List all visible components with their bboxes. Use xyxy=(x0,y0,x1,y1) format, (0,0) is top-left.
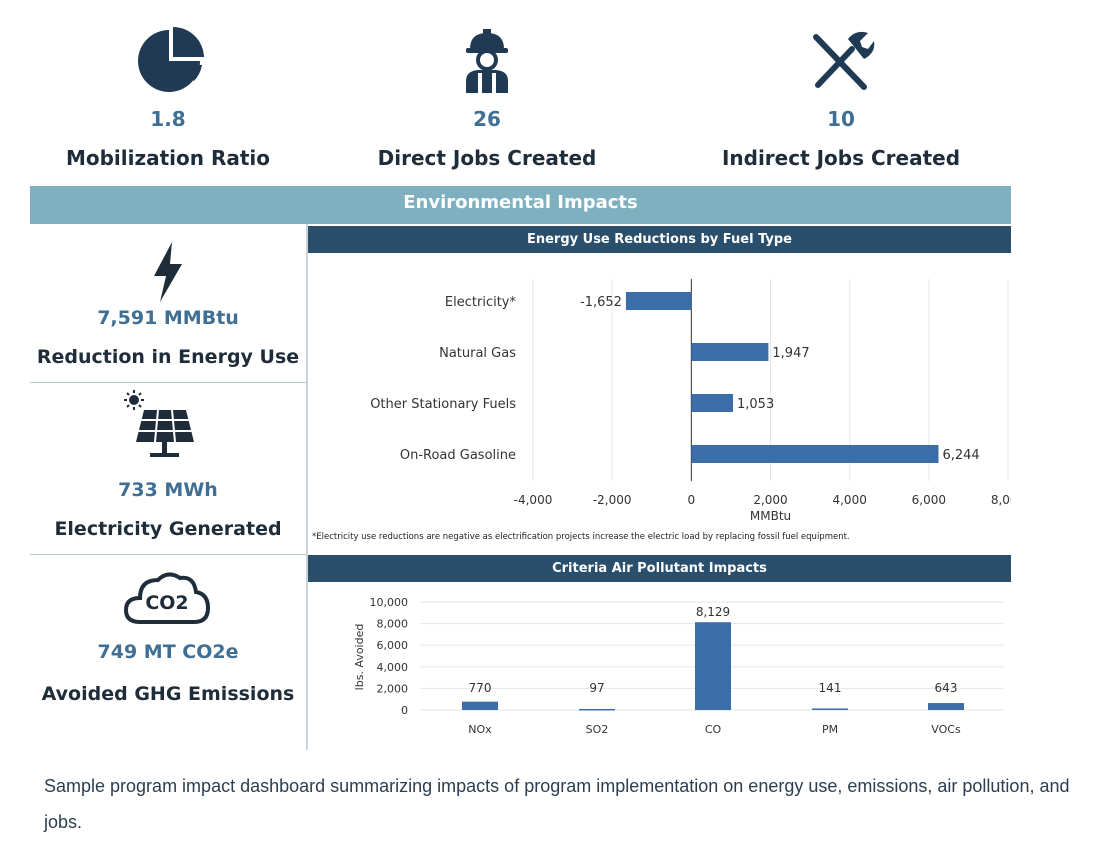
bar xyxy=(579,708,615,711)
energy-chart-title: Energy Use Reductions by Fuel Type xyxy=(526,232,793,247)
y-tick-label: 8,000 xyxy=(377,618,409,631)
column-divider xyxy=(306,224,308,750)
bar-value-label: 770 xyxy=(469,681,492,695)
bar-value-label: -1,652 xyxy=(580,295,622,310)
mobilization-ratio-label: Mobilization Ratio xyxy=(65,146,271,170)
bar-value-label: 1,947 xyxy=(772,346,809,361)
bar-value-label: 97 xyxy=(589,681,604,695)
y-tick-label: 2,000 xyxy=(377,682,409,695)
bar xyxy=(812,708,848,710)
x-tick-label: 8,000 xyxy=(991,493,1011,507)
tools-icon xyxy=(813,31,875,90)
y-tick-label: 0 xyxy=(401,704,408,717)
indirect-jobs-label: Indirect Jobs Created xyxy=(721,146,961,170)
bar xyxy=(691,343,769,361)
category-label: CO xyxy=(705,723,722,736)
x-tick-label: 4,000 xyxy=(832,493,866,507)
category-label: NOx xyxy=(468,723,492,736)
y-tick-label: 4,000 xyxy=(377,661,409,674)
category-label: On-Road Gasoline xyxy=(400,448,516,463)
bar-value-label: 8,129 xyxy=(696,605,730,619)
bar xyxy=(928,703,964,710)
bar xyxy=(462,701,498,710)
electricity-generated-label: Electricity Generated xyxy=(54,518,282,540)
ghg-emissions-label: Avoided GHG Emissions xyxy=(41,683,295,705)
y-tick-label: 6,000 xyxy=(377,639,409,652)
section-divider xyxy=(30,554,306,555)
category-label: Natural Gas xyxy=(439,346,516,361)
x-tick-label: 2,000 xyxy=(753,493,787,507)
x-tick-label: -2,000 xyxy=(593,493,632,507)
electricity-generated-value: 733 MWh xyxy=(118,479,218,501)
y-tick-label: 10,000 xyxy=(370,596,409,609)
direct-jobs-value: 26 xyxy=(473,107,501,131)
pollutant-chart-header: Criteria Air Pollutant Impacts xyxy=(308,555,1011,582)
x-tick-label: -4,000 xyxy=(514,493,553,507)
x-tick-label: 6,000 xyxy=(912,493,946,507)
ghg-emissions-value: 749 MT CO2e xyxy=(97,641,239,663)
figure-caption: Sample program impact dashboard summariz… xyxy=(44,776,1070,832)
lightning-icon xyxy=(154,242,182,302)
category-label: VOCs xyxy=(931,723,961,736)
environmental-impacts-title: Environmental Impacts xyxy=(403,192,638,213)
indirect-jobs-value: 10 xyxy=(827,107,855,131)
chart-footnote: *Electricity use reductions are negative… xyxy=(312,532,850,542)
x-axis-label: MMBtu xyxy=(750,509,791,523)
direct-jobs-label: Direct Jobs Created xyxy=(377,146,597,170)
category-label: Other Stationary Fuels xyxy=(370,397,516,412)
pollutant-chart-title: Criteria Air Pollutant Impacts xyxy=(552,561,767,576)
energy-chart-header: Energy Use Reductions by Fuel Type xyxy=(308,226,1011,253)
category-label: SO2 xyxy=(586,723,609,736)
x-tick-label: 0 xyxy=(688,493,696,507)
pollutant-chart: 0 2,000 4,000 6,000 8,000 10,000 lbs. Avoided 7… xyxy=(353,596,1003,736)
bar xyxy=(691,394,734,412)
pie-chart-icon xyxy=(138,26,204,92)
bar xyxy=(691,445,939,463)
impact-summary-column: 7,591 MMBtu Reduction in Energy Use 733 … xyxy=(30,224,306,750)
bar xyxy=(625,292,692,310)
environmental-impacts-banner: Environmental Impacts xyxy=(30,186,1011,224)
worker-icon xyxy=(466,29,508,93)
co2-cloud-icon: CO2 xyxy=(122,568,212,628)
bar xyxy=(695,622,731,710)
energy-reduction-value: 7,591 MMBtu xyxy=(97,307,239,329)
bar-value-label: 141 xyxy=(819,681,842,695)
mobilization-ratio-value: 1.8 xyxy=(150,107,186,131)
co2-icon-text: CO2 xyxy=(145,592,189,614)
energy-use-chart: -4,000 -2,000 0 2,000 4,000 6,000 8,000 Electri… xyxy=(312,279,1011,542)
bar-value-label: 1,053 xyxy=(737,397,774,412)
y-axis-label: lbs. Avoided xyxy=(353,624,366,691)
category-label: PM xyxy=(822,723,838,736)
bar-value-label: 6,244 xyxy=(942,448,979,463)
category-label: Electricity* xyxy=(445,295,517,310)
section-divider xyxy=(30,382,306,383)
solar-panel-icon xyxy=(124,390,194,457)
bar-value-label: 643 xyxy=(935,681,958,695)
energy-reduction-label: Reduction in Energy Use xyxy=(36,346,300,368)
